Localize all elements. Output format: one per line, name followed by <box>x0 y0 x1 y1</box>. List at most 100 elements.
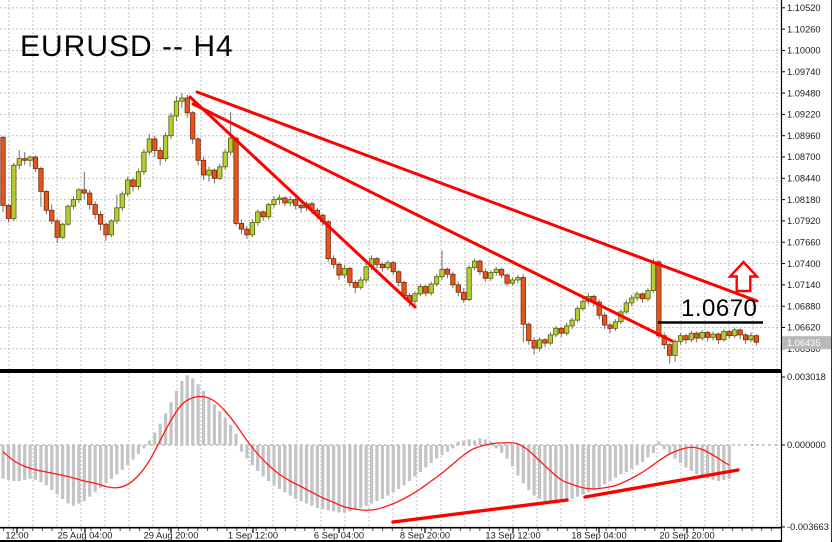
candle-bear <box>195 138 201 161</box>
time-axis-label: 8 Sep 20:00 <box>400 531 450 541</box>
candle-bull <box>168 115 174 137</box>
macd-histogram-bar <box>678 445 683 463</box>
macd-histogram-bar <box>250 445 254 466</box>
macd-histogram-bar <box>451 445 455 449</box>
candle-bull <box>650 261 657 292</box>
macd-histogram-bar <box>407 445 412 481</box>
candle-bear <box>450 273 456 286</box>
candle-bear <box>520 277 526 325</box>
candle-bull <box>173 100 180 117</box>
macd-histogram-bar <box>651 445 655 453</box>
candle-bear <box>152 138 158 151</box>
macd-histogram-bar <box>597 445 601 488</box>
price-axis-label: 1.06620 <box>787 323 821 333</box>
candle-bear <box>87 192 93 205</box>
macd-histogram-bar <box>700 445 704 477</box>
macd-histogram-bar <box>516 445 520 476</box>
candle-bear <box>81 189 87 194</box>
macd-histogram-bar <box>668 445 672 454</box>
candle-bear <box>461 291 467 301</box>
macd-histogram-bar <box>277 445 282 489</box>
macd-histogram-bar <box>505 445 509 459</box>
macd-histogram-bar <box>711 445 715 480</box>
macd-histogram-bar <box>380 445 384 499</box>
candle-bear <box>54 220 60 238</box>
macd-histogram-bar <box>603 445 607 485</box>
macd-histogram-bar <box>288 445 292 496</box>
price-axis-label: 1.07140 <box>787 280 821 290</box>
macd-histogram-bar <box>234 433 238 445</box>
candle-bear <box>298 204 304 209</box>
candle-bull <box>108 220 114 236</box>
macd-histogram-bar <box>624 445 628 472</box>
macd-histogram-bar <box>245 445 249 459</box>
price-axis-label: 1.07660 <box>787 237 821 247</box>
price-axis-label: 1.09480 <box>787 88 821 98</box>
candle-bear <box>379 263 386 269</box>
macd-histogram-bar <box>223 418 227 445</box>
candle-bull <box>732 329 738 337</box>
macd-histogram-bar <box>256 445 260 471</box>
candle-bull <box>217 166 223 179</box>
current-price-label: 1.06435 <box>787 338 821 348</box>
candle-bear <box>43 191 49 211</box>
candle-bull <box>536 339 543 349</box>
macd-histogram-bar <box>337 445 341 513</box>
macd-histogram-bar <box>608 445 612 481</box>
macd-histogram-bar <box>342 445 347 513</box>
candle-bull <box>569 319 575 327</box>
macd-histogram-bar <box>23 445 27 480</box>
macd-histogram-bar <box>510 445 515 467</box>
price-annotation: 1.0670 <box>681 295 758 322</box>
price-axis-label: 1.07920 <box>787 216 821 226</box>
macd-histogram-bar <box>375 445 379 502</box>
macd-histogram-bar <box>435 445 439 459</box>
candle-bull <box>135 171 142 187</box>
up-arrow-icon <box>727 260 760 293</box>
candle-bear <box>325 221 331 260</box>
trendline-main-1 <box>188 95 417 309</box>
macd-histogram-bar <box>153 432 157 445</box>
macd-histogram-bar <box>218 411 222 445</box>
macd-histogram-bar <box>527 445 531 490</box>
candle-bull <box>645 290 651 300</box>
price-axis-panel <box>781 0 831 542</box>
macd-histogram-bar <box>272 445 276 486</box>
candle-bear <box>444 268 451 275</box>
macd-histogram-bar <box>467 439 471 445</box>
price-axis-label: 1.07400 <box>787 259 821 269</box>
macd-histogram-bar <box>635 445 639 466</box>
candle-bull <box>672 341 678 356</box>
macd-histogram-bar <box>565 445 569 502</box>
candle-bear <box>331 258 337 265</box>
candle-bear <box>753 335 759 343</box>
candle-bull <box>574 308 581 321</box>
macd-histogram-bar <box>559 445 563 503</box>
candle-bear <box>499 268 505 276</box>
price-axis-label: 1.08180 <box>787 195 821 205</box>
candle-bull <box>688 332 694 341</box>
time-axis-label: 6 Sep 04:00 <box>314 531 364 541</box>
macd-histogram-bar <box>456 441 460 445</box>
candle-bull <box>417 286 423 295</box>
macd-histogram-bar <box>207 397 211 445</box>
macd-histogram-bar <box>294 445 298 499</box>
macd-histogram-bar <box>115 445 119 475</box>
macd-histogram-bar <box>689 445 693 471</box>
macd-histogram-bar <box>266 445 271 481</box>
macd-histogram-bar <box>695 445 699 475</box>
macd-histogram-bar <box>196 384 200 445</box>
macd-histogram-bar <box>185 375 189 445</box>
macd-histogram-bar <box>55 445 59 495</box>
candle-bull <box>358 279 364 288</box>
candle-bull <box>249 222 255 236</box>
candle-bear <box>260 211 266 218</box>
macd-histogram-bar <box>17 445 21 481</box>
macd-histogram-bar <box>212 404 216 445</box>
candle-bull <box>141 151 147 173</box>
macd-histogram-bar <box>50 445 54 490</box>
candle-bear <box>639 293 646 300</box>
candle-bull <box>433 276 440 285</box>
candle-bear <box>92 204 98 215</box>
